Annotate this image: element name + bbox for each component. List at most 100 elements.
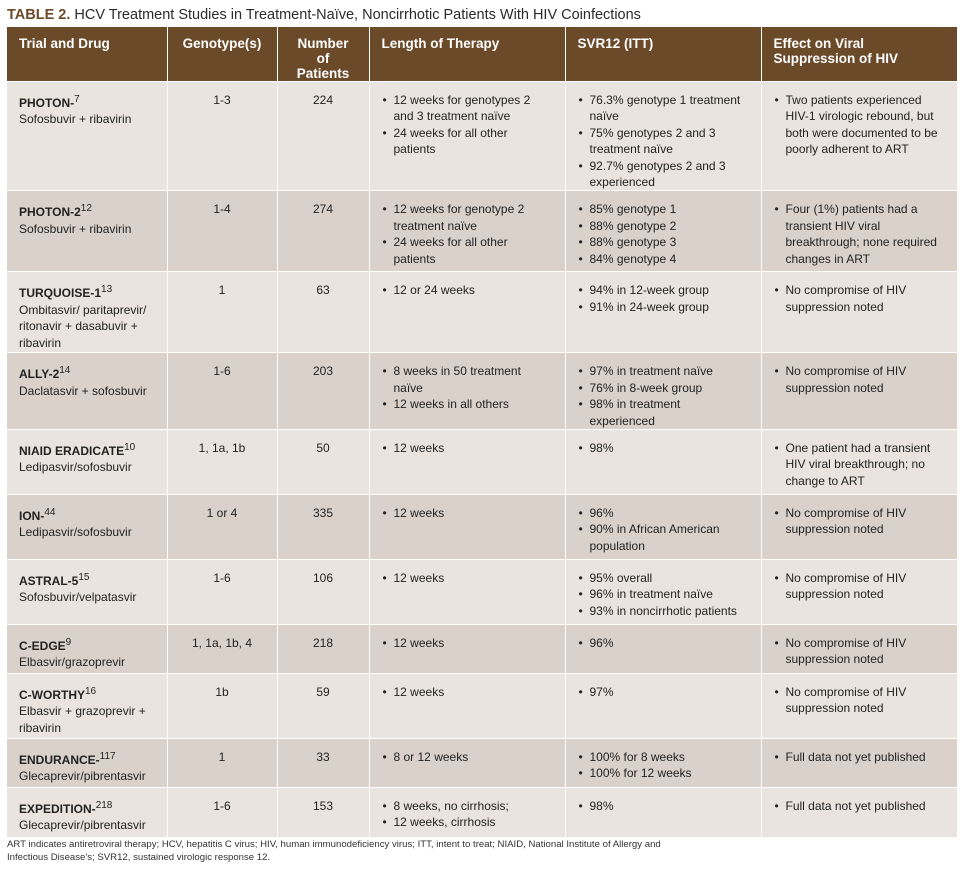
trial-name: ALLY-2 xyxy=(19,367,60,382)
length-cell: 12 weeks for genotypes 2 and 3 treatment… xyxy=(369,80,566,191)
svr12-item: 98% xyxy=(579,440,749,457)
length-item: 12 weeks xyxy=(383,440,553,457)
trial-cell: TURQUOISE-113 Ombitasvir/ paritaprevir/ r… xyxy=(7,271,168,353)
effect-list: No compromise of HIV suppression noted xyxy=(774,363,946,396)
length-list: 8 weeks in 50 treatment naïve12 weeks in… xyxy=(382,363,553,413)
trial-cell: PHOTON-7 Sofosbuvir + ribavirin xyxy=(7,80,168,191)
effect-list: Full data not yet published xyxy=(774,749,946,766)
trial-reference: 12 xyxy=(80,203,92,215)
table-label: TABLE 2. xyxy=(7,7,71,23)
length-cell: 12 weeks xyxy=(369,429,566,495)
trial-name: C-WORTHY xyxy=(19,688,85,703)
length-item: 8 or 12 weeks xyxy=(383,749,553,766)
length-cell: 12 weeks xyxy=(369,673,566,739)
trial-reference: 13 xyxy=(101,284,113,296)
effect-list: No compromise of HIV suppression noted xyxy=(774,684,946,717)
table-caption: TABLE 2. HCV Treatment Studies in Treatm… xyxy=(7,7,641,23)
effect-cell: No compromise of HIV suppression noted xyxy=(761,559,957,625)
length-cell: 8 weeks, no cirrhosis;12 weeks, cirrhosi… xyxy=(369,787,566,837)
patients-cell: 218 xyxy=(277,624,370,674)
svr12-list: 95% overall96% in treatment naïve93% in … xyxy=(578,570,749,620)
effect-item: No compromise of HIV suppression noted xyxy=(775,282,946,315)
patients-cell: 33 xyxy=(277,738,370,788)
col-header-svr12: SVR12 (ITT) xyxy=(565,27,762,82)
svr12-item: 97% xyxy=(579,684,749,701)
svr12-cell: 97% in treatment naïve76% in 8-week grou… xyxy=(565,352,762,430)
drug-name: Ombitasvir/ paritaprevir/ ritonavir + da… xyxy=(19,302,147,350)
trial-name: PHOTON- xyxy=(19,96,75,110)
drug-name: Daclatasvir + sofosbuvir xyxy=(19,383,147,398)
genotypes-cell: 1b xyxy=(167,673,278,739)
svr12-cell: 96%90% in African American population xyxy=(565,494,762,560)
genotypes-cell: 1-6 xyxy=(167,559,278,625)
svr12-item: 98% xyxy=(579,798,749,815)
effect-item: No compromise of HIV suppression noted xyxy=(775,684,946,717)
length-cell: 12 weeks xyxy=(369,624,566,674)
trial-cell: EXPEDITION-218 Glecaprevir/pibrentasvir xyxy=(7,787,168,837)
genotypes-cell: 1-4 xyxy=(167,190,278,272)
svr12-cell: 100% for 8 weeks100% for 12 weeks xyxy=(565,738,762,788)
length-item: 8 weeks, no cirrhosis; xyxy=(383,798,553,815)
col-header-effect: Effect on Viral Suppression of HIV xyxy=(761,27,957,82)
trial-name: PHOTON-2 xyxy=(19,205,81,220)
svr12-item: 95% overall xyxy=(579,570,749,587)
length-cell: 12 weeks xyxy=(369,559,566,625)
hcv-studies-table: Trial and Drug Genotype(s) Number of Pat… xyxy=(7,27,957,837)
trial-cell: ALLY-214 Daclatasvir + sofosbuvir xyxy=(7,352,168,430)
effect-item: Two patients experienced HIV-1 virologic… xyxy=(775,92,946,158)
effect-list: Four (1%) patients had a transient HIV v… xyxy=(774,201,946,267)
genotypes-cell: 1-3 xyxy=(167,80,278,191)
patients-cell: 274 xyxy=(277,190,370,272)
patients-cell: 203 xyxy=(277,352,370,430)
effect-cell: No compromise of HIV suppression noted xyxy=(761,271,957,353)
svr12-list: 97% xyxy=(578,684,749,701)
drug-name: Sofosbuvir + ribavirin xyxy=(19,112,132,127)
svr12-list: 85% genotype 188% genotype 288% genotype… xyxy=(578,201,749,267)
length-cell: 12 weeks xyxy=(369,494,566,560)
svr12-list: 76.3% genotype 1 treatment naïve75% geno… xyxy=(578,92,749,190)
effect-list: Two patients experienced HIV-1 virologic… xyxy=(774,92,946,158)
effect-item: No compromise of HIV suppression noted xyxy=(775,570,946,603)
trial-name: ASTRAL-5 xyxy=(19,574,79,589)
svr12-cell: 76.3% genotype 1 treatment naïve75% geno… xyxy=(565,80,762,191)
length-item: 12 weeks xyxy=(383,505,553,522)
effect-item: Four (1%) patients had a transient HIV v… xyxy=(775,201,946,267)
trial-reference: 10 xyxy=(124,442,136,454)
col-header-trial: Trial and Drug xyxy=(7,27,168,82)
trial-reference: 9 xyxy=(65,637,72,649)
effect-item: No compromise of HIV suppression noted xyxy=(775,363,946,396)
svr12-item: 97% in treatment naïve xyxy=(579,363,749,380)
length-cell: 8 weeks in 50 treatment naïve12 weeks in… xyxy=(369,352,566,430)
drug-name: Elbasvir + grazoprevir + ribavirin xyxy=(19,704,146,735)
trial-reference: 44 xyxy=(44,507,56,519)
svr12-list: 97% in treatment naïve76% in 8-week grou… xyxy=(578,363,749,429)
effect-cell: One patient had a transient HIV viral br… xyxy=(761,429,957,495)
svr12-item: 75% genotypes 2 and 3 treatment naïve xyxy=(579,125,749,158)
effect-cell: No compromise of HIV suppression noted xyxy=(761,494,957,560)
footnote: ART indicates antiretroviral therapy; HC… xyxy=(7,839,661,863)
length-list: 12 weeks xyxy=(382,570,553,587)
genotypes-cell: 1, 1a, 1b, 4 xyxy=(167,624,278,674)
trial-reference: 16 xyxy=(85,686,97,698)
effect-cell: Full data not yet published xyxy=(761,738,957,788)
svr12-cell: 94% in 12-week group91% in 24-week group xyxy=(565,271,762,353)
patients-cell: 106 xyxy=(277,559,370,625)
trial-name: NIAID ERADICATE xyxy=(19,444,125,459)
length-list: 8 weeks, no cirrhosis;12 weeks, cirrhosi… xyxy=(382,798,553,831)
col-header-length: Length of Therapy xyxy=(369,27,566,82)
col-header-genotypes: Genotype(s) xyxy=(167,27,278,82)
effect-list: No compromise of HIV suppression noted xyxy=(774,635,946,668)
svr12-item: 96% in treatment naïve xyxy=(579,586,749,603)
col-header-patients: Number of Patients xyxy=(277,27,370,82)
svr12-item: 96% xyxy=(579,635,749,652)
patients-cell: 153 xyxy=(277,787,370,837)
length-cell: 8 or 12 weeks xyxy=(369,738,566,788)
trial-reference: 14 xyxy=(59,365,71,377)
length-item: 12 weeks in all others xyxy=(383,396,553,413)
effect-list: One patient had a transient HIV viral br… xyxy=(774,440,946,489)
trial-cell: ENDURANCE-117 Glecaprevir/pibrentasvir xyxy=(7,738,168,788)
table-row: ENDURANCE-117 Glecaprevir/pibrentasvir 1 33… xyxy=(7,738,957,788)
